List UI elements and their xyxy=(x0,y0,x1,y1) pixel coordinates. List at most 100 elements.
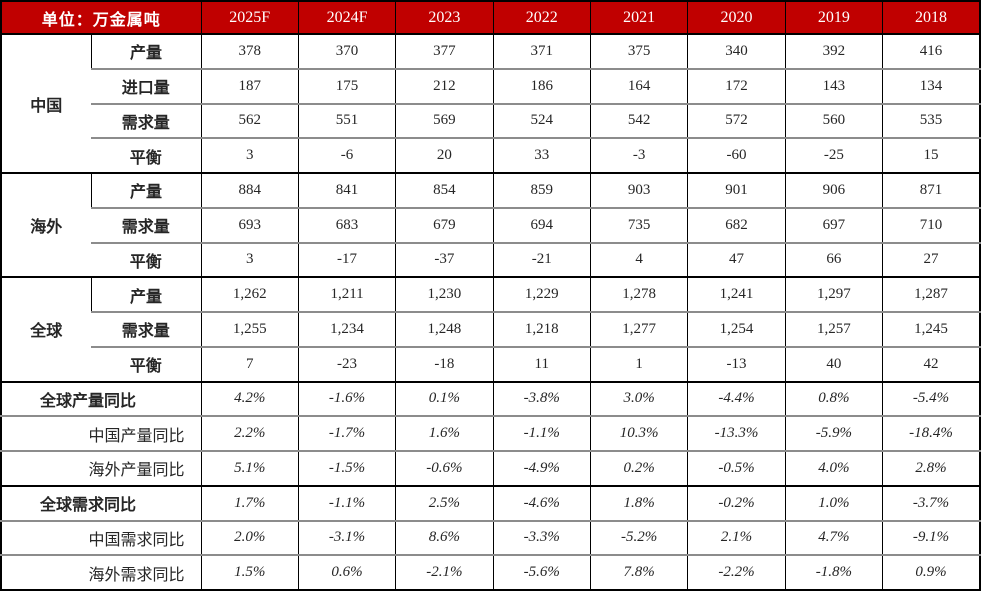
value-cell: -3.7% xyxy=(882,485,980,521)
value-cell: 551 xyxy=(297,103,396,139)
value-cell: 0.1% xyxy=(395,381,494,417)
value-cell: -0.6% xyxy=(395,451,494,486)
value-cell: 40 xyxy=(784,346,883,382)
metric-cell: 需求量 xyxy=(121,114,170,132)
value-cell: -23 xyxy=(297,346,396,382)
value-cell: -5.4% xyxy=(882,381,980,417)
year-header-2021: 2021 xyxy=(589,1,688,34)
table-row: 需求量 1,255 1,234 1,248 1,218 1,277 1,254 1,257 1,… xyxy=(1,312,980,347)
value-cell: -4.9% xyxy=(492,451,591,486)
value-cell: -1.7% xyxy=(297,416,396,451)
value-cell: -3.8% xyxy=(492,381,591,417)
table-row: 全球 产量 1,262 1,211 1,230 1,229 1,278 1,241 1,297 1… xyxy=(1,277,980,340)
value-cell: -2.2% xyxy=(687,555,786,590)
table-row: 平衡 3 -6 20 33 -3 -60 -25 15 xyxy=(1,138,980,173)
value-cell: 2.1% xyxy=(687,520,786,556)
table-row: 海外需求同比 1.5% 0.6% -2.1% -5.6% 7.8% -2.2% -1.8% 0.… xyxy=(1,555,980,590)
table-row: 平衡 3 -17 -37 -21 4 47 66 27 xyxy=(1,242,980,278)
value-cell: 1.8% xyxy=(589,485,688,521)
value-cell: -5.2% xyxy=(589,520,688,556)
value-cell: -2.1% xyxy=(395,555,494,590)
value-cell: 694 xyxy=(492,207,591,243)
table-row: 中国产量同比 2.2% -1.7% 1.6% -1.1% 10.3% -13.3% -5.9%… xyxy=(1,416,980,451)
value-cell: -21 xyxy=(492,242,591,278)
value-cell: 42 xyxy=(882,346,980,382)
group-cell-overseas: 海外 xyxy=(30,219,63,237)
summary-label-cell: 中国产量同比 xyxy=(88,427,185,445)
table-row: 中国 产量 378 370 377 371 375 340 392 416 xyxy=(1,34,980,115)
value-cell: -18 xyxy=(395,346,494,382)
value-cell: -5.6% xyxy=(492,555,591,590)
value-cell: 572 xyxy=(687,103,786,139)
value-cell: 2.8% xyxy=(882,451,980,486)
value-cell: 378 xyxy=(200,34,299,69)
value-cell: 4.0% xyxy=(784,451,883,486)
value-cell: 1,287 xyxy=(882,277,980,312)
value-cell: 1,297 xyxy=(784,277,883,312)
value-cell: 370 xyxy=(297,34,396,69)
value-cell: 4.2% xyxy=(200,381,299,417)
year-header-2018: 2018 xyxy=(882,1,980,34)
value-cell: 1,278 xyxy=(589,277,688,312)
value-cell: -60 xyxy=(687,138,786,173)
value-cell: -0.5% xyxy=(687,451,786,486)
value-cell: 1.6% xyxy=(395,416,494,451)
value-cell: 1,218 xyxy=(492,312,591,347)
summary-label-cell: 海外需求同比 xyxy=(88,566,185,584)
value-cell: 1,229 xyxy=(492,277,591,312)
value-cell: 0.6% xyxy=(297,555,396,590)
value-cell: 1,277 xyxy=(589,312,688,347)
value-cell: 1,241 xyxy=(687,277,786,312)
value-cell: 1.7% xyxy=(200,485,299,521)
value-cell: -18.4% xyxy=(882,416,980,451)
value-cell: -1.6% xyxy=(297,381,396,417)
table-row: 海外产量同比 5.1% -1.5% -0.6% -4.9% 0.2% -0.5% 4.0% 2.… xyxy=(1,451,980,486)
value-cell: 901 xyxy=(687,173,786,208)
value-cell: 1,234 xyxy=(297,312,396,347)
group-cell-global: 全球 xyxy=(30,323,63,341)
value-cell: 7.8% xyxy=(589,555,688,590)
value-cell: 66 xyxy=(784,242,883,278)
summary-label-cell: 海外产量同比 xyxy=(88,462,185,480)
value-cell: 340 xyxy=(687,34,786,69)
value-cell: 0.8% xyxy=(784,381,883,417)
value-cell: 1,257 xyxy=(784,312,883,347)
table-row: 需求量 562 551 569 524 542 572 560 535 xyxy=(1,103,980,139)
value-cell: -37 xyxy=(395,242,494,278)
table-row: 海外 产量 884 841 854 859 903 901 906 871 xyxy=(1,173,980,236)
metric-cell: 产量 xyxy=(90,34,202,69)
unit-label: 单位：万金属吨 xyxy=(1,1,202,34)
value-cell: 679 xyxy=(395,207,494,243)
value-cell: 134 xyxy=(882,68,980,104)
value-cell: 841 xyxy=(297,173,396,208)
metric-cell: 平衡 xyxy=(129,149,162,167)
table-row: 全球需求同比 1.7% -1.1% 2.5% -4.6% 1.8% -0.2% 1.0% -3.… xyxy=(1,485,980,521)
year-header-2022: 2022 xyxy=(492,1,591,34)
value-cell: -4.4% xyxy=(687,381,786,417)
value-cell: -0.2% xyxy=(687,485,786,521)
group-cell-china: 中国 xyxy=(30,97,63,115)
value-cell: -3.1% xyxy=(297,520,396,556)
value-cell: 1,248 xyxy=(395,312,494,347)
table-row: 需求量 693 683 679 694 735 682 697 710 xyxy=(1,207,980,243)
value-cell: 1,211 xyxy=(297,277,396,312)
value-cell: 871 xyxy=(882,173,980,208)
value-cell: 186 xyxy=(492,68,591,104)
value-cell: 375 xyxy=(589,34,688,69)
value-cell: -6 xyxy=(297,138,396,173)
value-cell: 3 xyxy=(200,242,299,278)
metric-cell: 产量 xyxy=(90,173,202,208)
value-cell: 187 xyxy=(200,68,299,104)
value-cell: 903 xyxy=(589,173,688,208)
value-cell: 697 xyxy=(784,207,883,243)
value-cell: -13 xyxy=(687,346,786,382)
value-cell: 7 xyxy=(200,346,299,382)
metric-cell: 需求量 xyxy=(121,219,170,237)
value-cell: 859 xyxy=(492,173,591,208)
value-cell: 172 xyxy=(687,68,786,104)
year-header-2024f: 2024F xyxy=(297,1,396,34)
value-cell: 1,245 xyxy=(882,312,980,347)
metric-cell: 平衡 xyxy=(129,358,162,376)
value-cell: 175 xyxy=(297,68,396,104)
